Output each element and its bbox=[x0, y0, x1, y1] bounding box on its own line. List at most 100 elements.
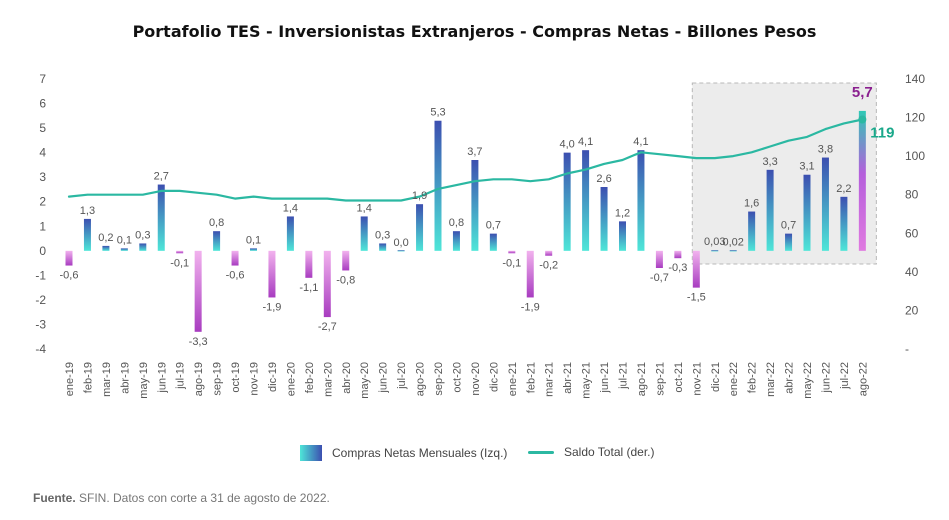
x-tick-label: may-19 bbox=[138, 362, 150, 399]
y-left-tick-label: -1 bbox=[35, 268, 46, 282]
x-tick-label: ago-20 bbox=[415, 362, 427, 396]
y-right-tick-label: 60 bbox=[905, 226, 919, 240]
y-left-tick-label: -2 bbox=[35, 293, 46, 307]
bar-data-label: 0,0 bbox=[393, 237, 408, 249]
bar-sep-21 bbox=[655, 250, 663, 268]
x-tick-label: abr-19 bbox=[119, 362, 131, 394]
x-tick-label: mar-20 bbox=[322, 362, 334, 397]
bar-ene-21 bbox=[508, 250, 516, 254]
bar-data-label: -0,7 bbox=[650, 272, 669, 284]
bar-data-label: 1,4 bbox=[357, 202, 372, 214]
bar-jul-20 bbox=[397, 250, 405, 252]
bar-data-label: 0,02 bbox=[722, 236, 743, 248]
legend-item-line: Saldo Total (der.) bbox=[528, 445, 655, 459]
bar-jul-19 bbox=[176, 250, 184, 254]
y-left-tick-label: -4 bbox=[35, 342, 46, 356]
bar-ene-19 bbox=[65, 250, 73, 266]
y-right-tick-label: 120 bbox=[905, 111, 925, 125]
bar-abr-22 bbox=[785, 233, 793, 251]
x-tick-label: mar-21 bbox=[544, 362, 556, 397]
x-tick-label: ago-19 bbox=[193, 362, 205, 396]
bar-may-22 bbox=[803, 174, 811, 251]
bar-ago-20 bbox=[416, 204, 424, 251]
x-tick-label: mar-19 bbox=[101, 362, 113, 397]
bar-data-label: 1,9 bbox=[412, 190, 427, 202]
y-left-tick-label: 2 bbox=[39, 195, 46, 209]
bar-data-label: 3,8 bbox=[818, 144, 833, 156]
source-label: Fuente. bbox=[33, 491, 76, 505]
bar-abr-20 bbox=[342, 250, 350, 271]
x-tick-label: jul-22 bbox=[839, 362, 851, 390]
x-tick-label: sep-20 bbox=[433, 362, 445, 396]
bar-data-label: 0,8 bbox=[449, 217, 464, 229]
x-tick-label: mar-22 bbox=[765, 362, 777, 397]
bar-data-label: 5,7 bbox=[852, 84, 873, 101]
bar-may-21 bbox=[582, 150, 590, 251]
bar-feb-20 bbox=[305, 250, 313, 278]
source-note: Fuente. SFIN. Datos con corte a 31 de ag… bbox=[33, 491, 330, 505]
bar-data-label: -3,3 bbox=[189, 336, 208, 348]
x-tick-label: abr-22 bbox=[784, 362, 796, 394]
x-tick-label: feb-21 bbox=[525, 362, 537, 393]
bar-nov-19 bbox=[250, 248, 257, 251]
x-tick-label: may-20 bbox=[359, 362, 371, 399]
bar-data-label: 0,7 bbox=[781, 220, 796, 232]
x-tick-label: jun-20 bbox=[378, 362, 390, 394]
y-left-tick-label: 4 bbox=[39, 146, 46, 160]
bar-data-label: 0,7 bbox=[486, 220, 501, 232]
x-tick-label: may-22 bbox=[802, 362, 814, 399]
bar-dic-20 bbox=[489, 233, 497, 251]
y-left-tick-label: 7 bbox=[39, 72, 46, 86]
bar-data-label: 1,6 bbox=[744, 198, 759, 210]
line-saldo-total bbox=[67, 118, 864, 202]
x-tick-label: jul-20 bbox=[396, 362, 408, 390]
x-tick-label: may-21 bbox=[581, 362, 593, 399]
x-tick-label: nov-19 bbox=[249, 362, 261, 396]
legend-item-bars: Compras Netas Mensuales (Izq.) bbox=[300, 445, 507, 461]
x-tick-label: jun-22 bbox=[820, 362, 832, 394]
bar-data-label: -0,6 bbox=[226, 270, 245, 282]
x-tick-label: feb-19 bbox=[82, 362, 94, 393]
x-tick-label: ene-21 bbox=[507, 362, 519, 396]
bar-ene-22 bbox=[729, 250, 737, 252]
bar-mar-20 bbox=[323, 250, 331, 318]
x-tick-label: abr-21 bbox=[562, 362, 574, 394]
bar-data-label: 2,7 bbox=[154, 171, 169, 183]
bar-mar-19 bbox=[102, 245, 110, 251]
y-left-tick-label: 1 bbox=[39, 219, 46, 233]
bar-jun-21 bbox=[600, 187, 608, 251]
bar-sep-19 bbox=[213, 231, 221, 251]
bar-data-label: 4,1 bbox=[633, 136, 648, 148]
legend-swatch-line bbox=[528, 450, 554, 454]
source-text: SFIN. Datos con corte a 31 de agosto de … bbox=[75, 491, 330, 505]
bar-dic-19 bbox=[268, 250, 276, 298]
x-tick-label: jun-21 bbox=[599, 362, 611, 394]
bar-jun-19 bbox=[157, 184, 165, 251]
y-left-tick-label: 0 bbox=[39, 244, 46, 258]
bar-jun-20 bbox=[379, 243, 387, 251]
x-tick-label: feb-22 bbox=[747, 362, 759, 393]
chart-plot: -4 -3 -2 -1 0 1 2 3 4 5 6 7 - 20 40 60 80 100 120 140 -0,6 1… bbox=[35, 72, 925, 399]
x-tick-label: dic-20 bbox=[488, 362, 500, 392]
x-tick-label: ene-20 bbox=[285, 362, 297, 396]
bar-jul-22 bbox=[840, 196, 848, 251]
bar-data-label: -1,9 bbox=[262, 301, 281, 313]
bar-jul-21 bbox=[619, 221, 626, 251]
y-right-tick-label: 140 bbox=[905, 72, 925, 86]
x-tick-label: dic-19 bbox=[267, 362, 279, 392]
x-tick-label: jul-21 bbox=[618, 362, 630, 390]
y-left-tick-label: 6 bbox=[39, 97, 46, 111]
bar-oct-20 bbox=[452, 231, 460, 251]
bar-data-label: 3,1 bbox=[799, 161, 814, 173]
bar-data-label: -0,1 bbox=[502, 257, 521, 269]
x-tick-label: dic-21 bbox=[710, 362, 722, 392]
legend-swatch-bars bbox=[300, 445, 322, 461]
bar-nov-20 bbox=[471, 160, 479, 251]
bar-feb-21 bbox=[526, 250, 534, 298]
y-right-tick-label: 80 bbox=[905, 188, 919, 202]
y-right-tick-label: 100 bbox=[905, 149, 925, 163]
bar-data-label: -0,6 bbox=[60, 270, 79, 282]
x-tick-label: abr-20 bbox=[341, 362, 353, 394]
y-right-tick-label: 40 bbox=[905, 265, 919, 279]
x-tick-label: feb-20 bbox=[304, 362, 316, 393]
